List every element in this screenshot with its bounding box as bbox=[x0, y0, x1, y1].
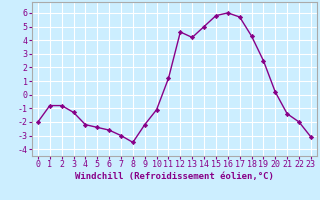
X-axis label: Windchill (Refroidissement éolien,°C): Windchill (Refroidissement éolien,°C) bbox=[75, 172, 274, 181]
